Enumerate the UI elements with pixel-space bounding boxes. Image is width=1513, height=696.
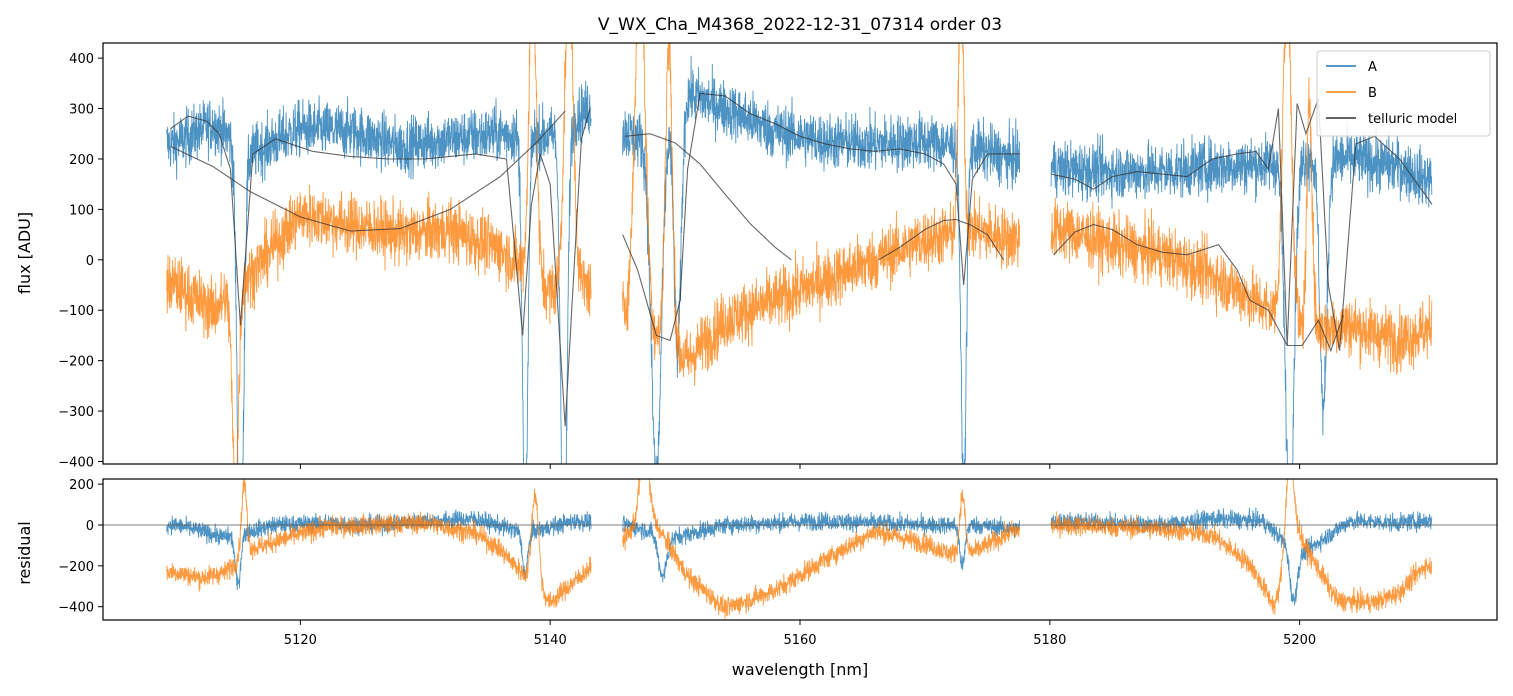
bottom-xtick-label: 5200 (1283, 633, 1316, 648)
telluric-model-line-4 (170, 110, 566, 232)
bottom-xtick-label: 5120 (284, 633, 317, 648)
top-ytick-label: −100 (58, 304, 94, 319)
top-ytick-label: 200 (69, 153, 94, 168)
series-b-line (166, 43, 1433, 464)
top-ytick-label: −400 (58, 455, 94, 470)
telluric-model-line-1 (170, 108, 591, 427)
bottom-xtick-label: 5180 (1033, 633, 1066, 648)
legend: A B telluric model (1316, 50, 1491, 137)
telluric-model-line-5 (625, 133, 792, 261)
telluric-model-line-2 (622, 92, 1020, 342)
top-ytick-label: −200 (58, 355, 94, 370)
bottom-ytick-label: −400 (58, 601, 94, 616)
bottom-y-axis-label: residual (15, 521, 34, 584)
telluric-model-line-7 (1053, 223, 1344, 353)
chart-title: V_WX_Cha_M4368_2022-12-31_07314 order 03 (598, 15, 1002, 35)
legend-label-a: A (1368, 60, 1377, 75)
telluric-model-line-6 (878, 218, 1005, 261)
bottom-panel: −400 −200 0 200 5120 5140 5160 5180 5200 residu… (15, 478, 1498, 679)
bottom-ytick-label: −200 (58, 560, 94, 575)
telluric-model-line-3 (1051, 98, 1433, 351)
top-panel: −400 −300 −200 −100 0 100 200 300 400 flux [ADU] (15, 42, 1498, 470)
top-ytick-label: 400 (69, 52, 94, 67)
top-ytick-label: −300 (58, 405, 94, 420)
legend-frame (1316, 50, 1491, 137)
bottom-xtick-label: 5140 (534, 633, 567, 648)
top-ytick-label: 100 (69, 203, 94, 218)
legend-label-telluric: telluric model (1368, 112, 1457, 127)
bottom-ytick-label: 200 (69, 478, 94, 493)
bottom-ytick-label: 0 (86, 519, 94, 534)
top-ytick-label: 300 (69, 103, 94, 118)
legend-label-b: B (1368, 86, 1377, 101)
residual-b-line (166, 479, 1433, 620)
top-y-axis-label: flux [ADU] (15, 212, 34, 294)
top-ytick-label: 0 (86, 254, 94, 269)
x-axis-label: wavelength [nm] (732, 660, 869, 679)
bottom-xtick-label: 5160 (783, 633, 816, 648)
